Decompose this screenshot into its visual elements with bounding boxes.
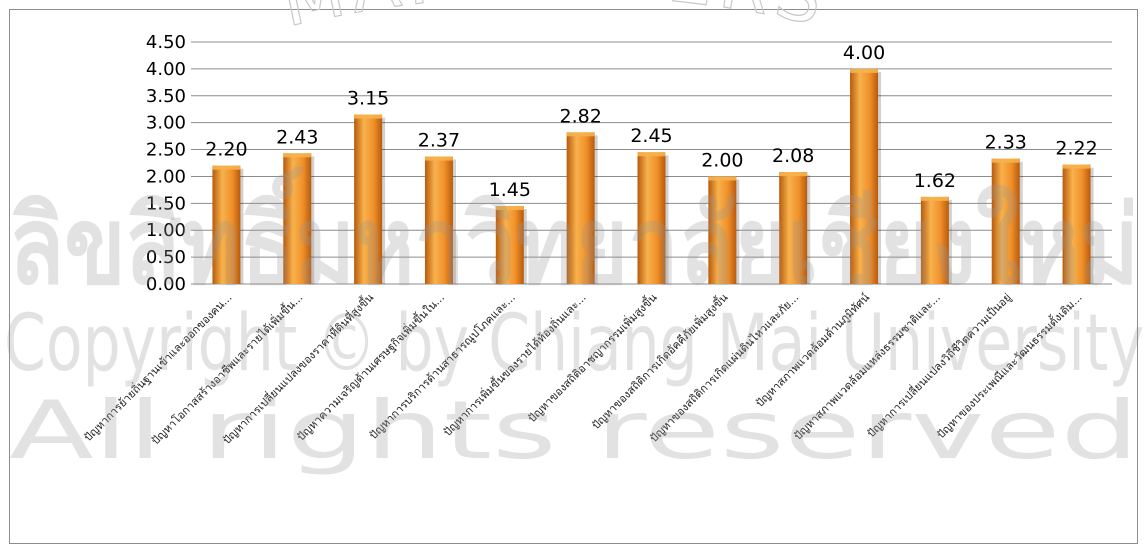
x-tick-label: ปัญหาของประเพณีและวัฒนธรรมดั้งเดิม... [933, 290, 1085, 442]
bar-cap [354, 114, 383, 119]
bar [354, 114, 383, 284]
y-tick-label: 4.00 [146, 59, 186, 80]
bar-cap [708, 176, 737, 181]
bar [1062, 164, 1091, 284]
bar [566, 132, 595, 284]
bar [920, 196, 949, 284]
x-tick-label: ปัญหาโอกาสสร้างอาชีพและรายได้เพิ่มขึ้น..… [148, 290, 306, 448]
x-tick-label: ปัญหาของสถิติอาชญากรรมเพิ่มสูงขึ้น [524, 289, 660, 425]
bar [212, 165, 241, 284]
bar-cap [779, 172, 808, 177]
data-labels: 2.20 2.43 3.15 2.37 1.45 2.82 2.45 2.00 2.08 4.00… [205, 42, 1097, 201]
x-tick-label: ปัญหาความเจริญด้านเศรษฐกิจเพิ่มขึ้นใน... [293, 290, 447, 444]
x-tick-label: ปัญหาการเปลี่ยนแปลงของราคาที่ดินที่สูงขึ… [219, 289, 377, 447]
bar [991, 158, 1020, 284]
y-tick-label: 4.50 [146, 32, 186, 53]
y-tick-label: 1.50 [146, 193, 186, 214]
y-axis-ticks: 0.00 0.50 1.00 1.50 2.00 2.50 3.00 3.50 4.00 4.50 [146, 32, 186, 295]
x-tick-label: ปัญหาการบริการด้านสาธารณูปโภคและ... [366, 290, 518, 442]
bar-cap [637, 152, 666, 157]
data-label: 1.45 [489, 179, 531, 201]
bar-cap [495, 206, 524, 211]
data-label: 2.33 [985, 132, 1027, 154]
y-tick-label: 2.50 [146, 140, 186, 161]
data-label: 4.00 [843, 42, 885, 64]
bar-cap [991, 158, 1020, 163]
bar-cap [424, 156, 453, 161]
x-tick-label: ปัญหาการย้ายถิ่นฐานเข้าและออกของคน... [80, 290, 234, 444]
chart-frame: 0.00 0.50 1.00 1.50 2.00 2.50 3.00 3.50 4.00 4.50… [9, 9, 1138, 544]
bar [637, 152, 666, 284]
data-label: 2.00 [701, 149, 743, 171]
data-label: 2.45 [630, 125, 672, 147]
x-tick-label: ปัญหาสภาพแวดล้อมแหล่งธรรมชาติและ... [791, 291, 943, 443]
data-label: 2.43 [276, 126, 318, 148]
x-tick-label: ปัญหาการเพิ่มขึ้นของรายได้ท้องถิ่นและ... [439, 290, 588, 439]
bar-cap [920, 196, 949, 201]
y-tick-label: 0.00 [146, 274, 186, 295]
y-tick-label: 1.00 [146, 220, 186, 241]
bar [850, 68, 879, 284]
bar [424, 156, 453, 284]
y-tick-label: 3.50 [146, 86, 186, 107]
bar [495, 206, 524, 284]
data-label: 2.20 [205, 139, 247, 161]
x-tick-label: ปัญหาของสถิติการเกิดอัคคีภัยเพิ่มสูงขึ้น [588, 289, 731, 432]
bar-chart: 0.00 0.50 1.00 1.50 2.00 2.50 3.00 3.50 4.00 4.50… [80, 32, 1112, 447]
bars [212, 68, 1094, 284]
x-tick-label: ปัญหาการเปลี่ยนแปลงวิถีชีวิตความเป็นอยู่ [863, 290, 1014, 441]
bar-cap [566, 132, 595, 137]
data-label: 1.62 [914, 170, 956, 192]
bar-cap [1062, 164, 1091, 169]
x-tick-label: ปัญหาสภาพแวดล้อมด้านภูมิทัศน์ [753, 291, 872, 410]
bar-cap [212, 165, 241, 170]
y-tick-label: 0.50 [146, 247, 186, 268]
y-tick-label: 3.00 [146, 113, 186, 134]
bar [283, 153, 312, 284]
bar-cap [850, 68, 879, 73]
x-tick-label: ปัญหาของสถิติการเกิดแผ่นดินไหวและภัย... [647, 291, 801, 445]
x-axis-ticks: ปัญหาการย้ายถิ่นฐานเข้าและออกของคน...ปัญ… [80, 289, 1085, 447]
bar-cap [283, 153, 312, 158]
bar [708, 176, 737, 284]
data-label: 2.22 [1055, 138, 1097, 160]
data-label: 2.08 [772, 145, 814, 167]
data-label: 2.82 [559, 105, 601, 127]
bar [779, 172, 808, 284]
y-tick-label: 2.00 [146, 166, 186, 187]
data-label: 2.37 [418, 130, 460, 152]
data-label: 3.15 [347, 88, 389, 110]
